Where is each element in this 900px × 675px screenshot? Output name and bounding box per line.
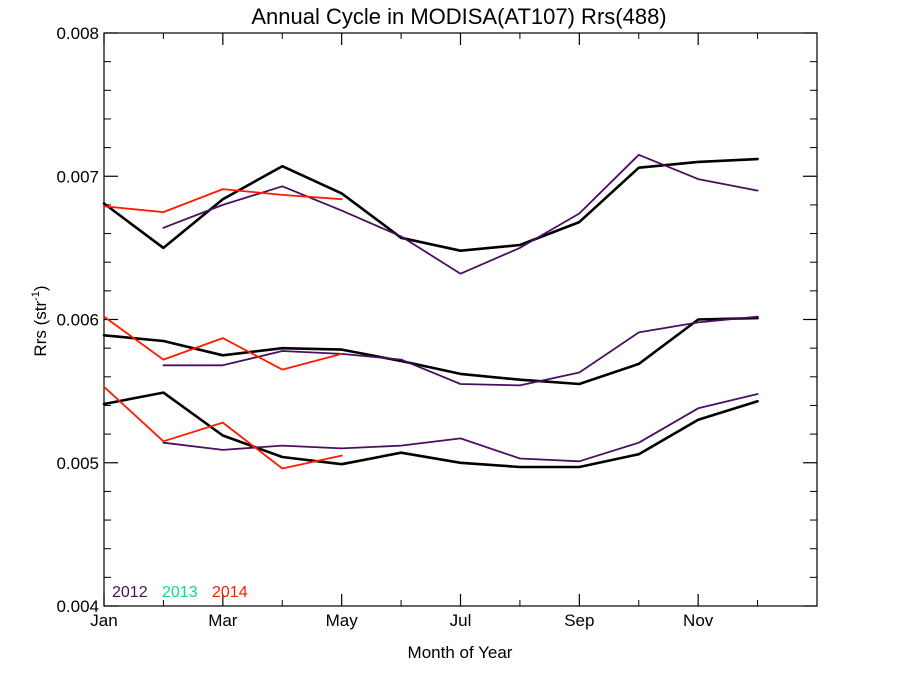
series-2012-upper-line (162, 153, 759, 275)
x-tick-label: Jul (450, 611, 472, 630)
minor-ticks (104, 33, 817, 606)
x-tick-label: May (326, 611, 359, 630)
y-axis-label-superscript: -1 (30, 291, 42, 301)
x-tick-label: Sep (564, 611, 594, 630)
y-axis-label-main: Rrs (str (31, 301, 50, 357)
series-2012-middle-line (162, 315, 759, 387)
y-axis-label: Rrs (str-1) (30, 285, 50, 356)
x-tick-label: Mar (208, 611, 238, 630)
series-2014-middle-line (103, 315, 343, 371)
y-tick-label: 0.004 (56, 597, 99, 616)
x-axis-label: Month of Year (408, 643, 513, 662)
x-tick-label: Jan (90, 611, 117, 630)
series-2014-upper-line (103, 188, 343, 214)
series-2012-lower-line (162, 393, 759, 463)
chart-title: Annual Cycle in MODISA(AT107) Rrs(488) (251, 4, 666, 29)
y-tick-label: 0.006 (56, 311, 99, 330)
y-tick-label: 0.007 (56, 167, 99, 186)
y-tick-label: 0.005 (56, 454, 99, 473)
series-2014-lower-line (103, 385, 343, 470)
x-axis: Jan Mar May Jul Sep Nov (90, 33, 714, 630)
series-climatology-middle-line (102, 316, 759, 386)
y-axis-label-close: ) (31, 285, 50, 291)
legend-entry-2013: 2013 (162, 584, 198, 601)
y-axis: 0.004 0.005 0.006 0.007 0.008 (56, 24, 817, 616)
series-climatology-upper-line (102, 157, 759, 252)
x-tick-label: Nov (683, 611, 714, 630)
series-climatology-lower-line (102, 391, 759, 469)
y-tick-label: 0.008 (56, 24, 99, 43)
legend-entry-2014: 2014 (212, 584, 248, 601)
legend-entry-2012: 2012 (112, 584, 148, 601)
series-layer (102, 153, 759, 470)
legend: 2012 2013 2014 (112, 584, 248, 601)
